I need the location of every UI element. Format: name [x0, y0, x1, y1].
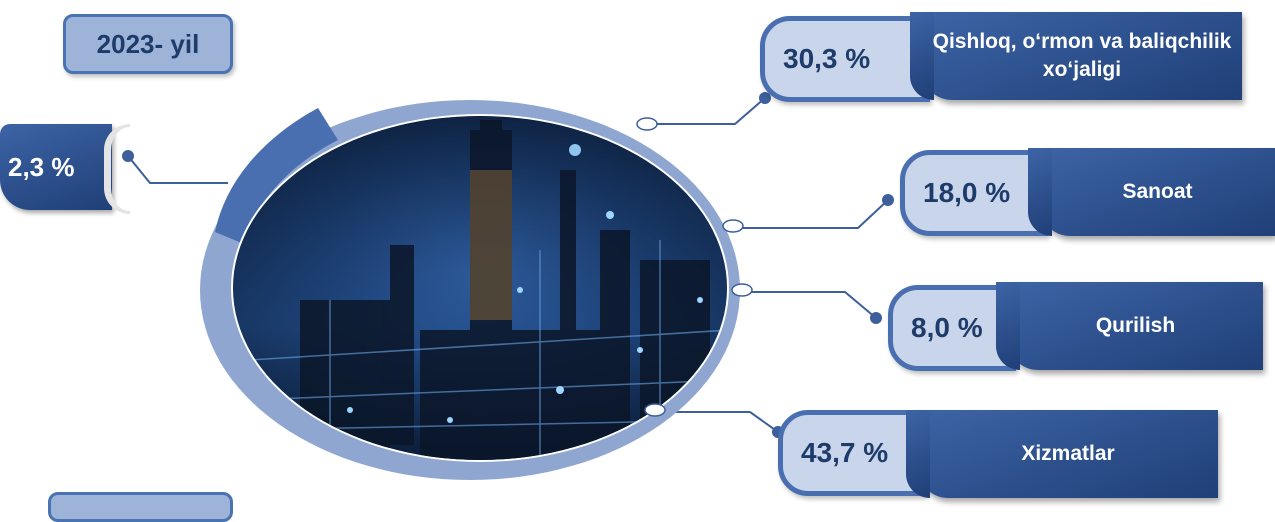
percent-value-construction: 8,0 % — [911, 312, 983, 343]
percent-value-agriculture: 30,3 % — [783, 43, 871, 74]
category-label-agriculture: Qishloq, o‘rmon va baliqchilik xo‘jaligi — [932, 30, 1232, 81]
percent-value-industry: 18,0 % — [923, 177, 1011, 208]
category-industry: Sanoat — [1028, 148, 1275, 236]
category-label-services: Xizmatlar — [1021, 442, 1115, 465]
left-percent-value: 2,3 % — [8, 151, 75, 182]
ring-dark-segment — [215, 108, 338, 244]
connector-lines — [127, 97, 889, 433]
left-badge-cap — [104, 124, 130, 214]
category-agriculture: Qishloq, o‘rmon va baliqchilik xo‘jaligi — [910, 12, 1242, 100]
percent-badge-services: 43,7 % — [778, 410, 926, 496]
bottom-box — [48, 492, 233, 522]
left-percent-badge: 2,3 % — [0, 124, 112, 210]
category-services: Xizmatlar — [906, 410, 1218, 498]
refinery-photo — [233, 116, 727, 460]
percent-badge-agriculture: 30,3 % — [760, 16, 930, 102]
percent-badge-industry: 18,0 % — [900, 150, 1048, 236]
category-label-construction: Qurilish — [1095, 314, 1176, 337]
center-graphic — [122, 92, 894, 480]
ring-markers — [636, 117, 753, 417]
category-label-industry: Sanoat — [1122, 180, 1193, 203]
year-label: 2023- yil — [63, 14, 233, 74]
category-construction: Qurilish — [996, 282, 1263, 370]
percent-value-services: 43,7 % — [801, 437, 889, 468]
